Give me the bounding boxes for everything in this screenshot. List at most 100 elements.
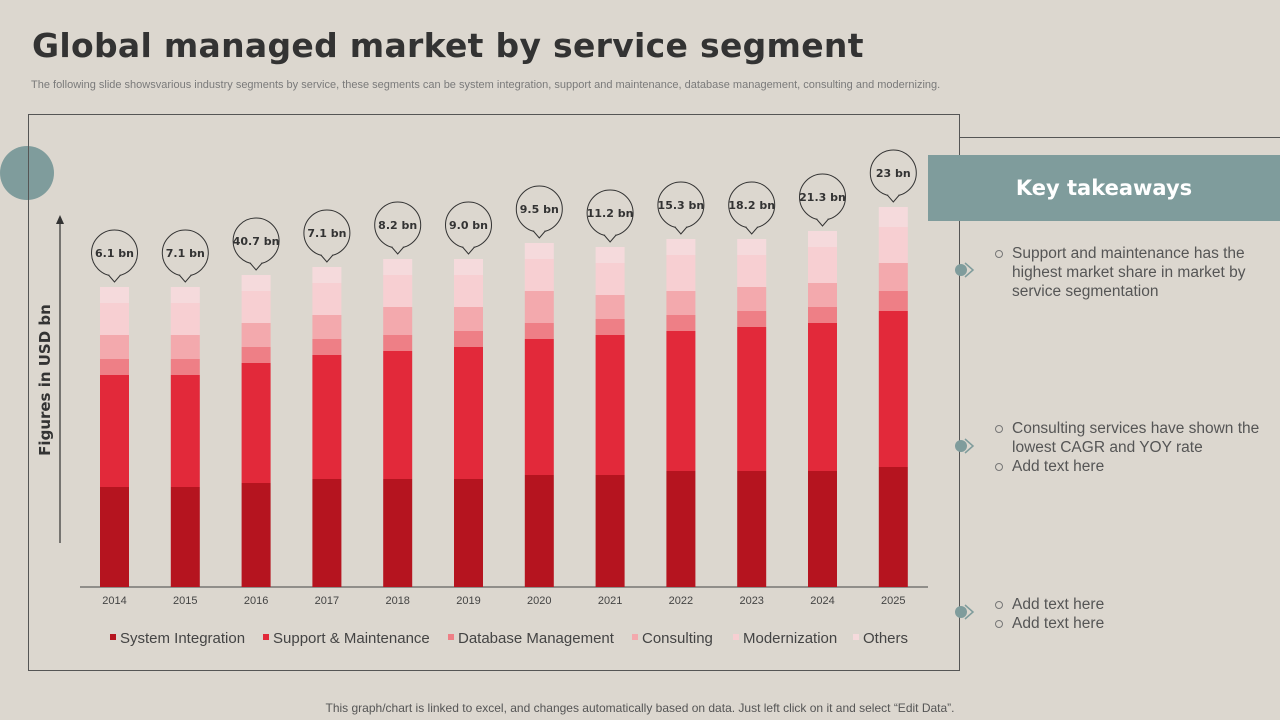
callout-label: 9.0 bn (449, 219, 488, 232)
bar-segment-modernization-2022 (666, 255, 696, 291)
bar-segment-system-integration-2018 (383, 479, 413, 587)
bar-segment-database-management-2018 (383, 335, 413, 351)
legend-label: Modernization (743, 630, 837, 647)
bar-segment-modernization-2018 (383, 275, 413, 307)
bar-segment-consulting-2017 (312, 315, 342, 339)
callout-label: 11.2 bn (587, 207, 634, 220)
bar-segment-support-maintenance-2014 (100, 375, 129, 487)
bar-segment-database-management-2025 (878, 291, 908, 311)
legend-swatch (632, 634, 638, 640)
bar-segment-system-integration-2017 (312, 479, 342, 587)
decorative-circle (0, 146, 54, 200)
takeaway-group-2: Consulting services have shown the lowes… (995, 419, 1265, 476)
legend-item: Consulting (632, 630, 713, 647)
callout-label: 23 bn (876, 167, 911, 180)
bar-segment-support-maintenance-2018 (383, 351, 413, 479)
bar-segment-support-maintenance-2022 (666, 331, 696, 471)
x-tick-label: 2017 (315, 595, 339, 607)
legend-label: Support & Maintenance (273, 630, 430, 647)
bar-segment-system-integration-2025 (878, 467, 908, 587)
callout-bubble-2022: 15.3 bn (657, 181, 705, 235)
bar-segment-modernization-2023 (737, 255, 767, 287)
bar-segment-others-2016 (241, 275, 271, 291)
bar-segment-others-2025 (878, 207, 908, 227)
callout-bubble-2021: 11.2 bn (586, 189, 634, 243)
bar-segment-consulting-2014 (100, 335, 129, 359)
bar-segment-system-integration-2023 (737, 471, 767, 587)
bar-segment-others-2014 (100, 287, 129, 303)
bar-segment-consulting-2016 (241, 323, 271, 347)
bar-segment-system-integration-2016 (241, 483, 271, 587)
x-tick-label: 2015 (173, 595, 197, 607)
bar-segment-consulting-2018 (383, 307, 413, 335)
callout-label: 18.2 bn (728, 199, 775, 212)
page-title: Global managed market by service segment (32, 26, 864, 65)
bar-segment-consulting-2024 (808, 283, 837, 307)
x-tick-label: 2023 (739, 595, 763, 607)
bar-segment-database-management-2014 (100, 359, 129, 375)
legend-label: Consulting (642, 630, 713, 647)
bar-segment-support-maintenance-2016 (241, 363, 271, 483)
bar-segment-others-2024 (808, 231, 837, 247)
legend-item: System Integration (110, 630, 245, 647)
bar-segment-consulting-2023 (737, 287, 767, 311)
bar-segment-others-2020 (524, 243, 554, 259)
takeaway-group-3: Add text here Add text here (995, 595, 1265, 633)
bar-segment-system-integration-2024 (808, 471, 837, 587)
bar-segment-support-maintenance-2020 (524, 339, 554, 475)
bar-segment-consulting-2020 (524, 291, 554, 323)
x-tick-label: 2025 (881, 595, 905, 607)
bar-segment-support-maintenance-2017 (312, 355, 342, 479)
x-tick-label: 2024 (810, 595, 834, 607)
callout-bubble-2019: 9.0 bn (445, 201, 492, 255)
callout-label: 7.1 bn (307, 227, 346, 240)
legend-swatch (110, 634, 116, 640)
x-tick-label: 2019 (456, 595, 480, 607)
bar-segment-modernization-2021 (595, 263, 625, 295)
x-tick-label: 2021 (598, 595, 622, 607)
callout-bubble-2020: 9.5 bn (515, 185, 563, 239)
bar-segment-system-integration-2021 (595, 475, 625, 587)
bar-segment-database-management-2019 (454, 331, 483, 347)
legend-item: Modernization (733, 630, 837, 647)
bar-segment-support-maintenance-2019 (454, 347, 483, 479)
callout-label: 6.1 bn (95, 247, 134, 260)
bar-segment-consulting-2021 (595, 295, 625, 319)
takeaway-item: Add text here (995, 595, 1265, 614)
x-tick-label: 2020 (527, 595, 551, 607)
callout-bubble-2023: 18.2 bn (728, 181, 776, 235)
bar-segment-database-management-2022 (666, 315, 696, 331)
bar-segment-database-management-2021 (595, 319, 625, 335)
legend-item: Support & Maintenance (263, 630, 430, 647)
takeaway-item: Support and maintenance has the highest … (995, 244, 1265, 301)
bar-segment-consulting-2025 (878, 263, 908, 291)
x-tick-label: 2016 (244, 595, 268, 607)
bar-segment-database-management-2024 (808, 307, 837, 323)
legend-item: Database Management (448, 630, 615, 647)
bar-segment-system-integration-2020 (524, 475, 554, 587)
connector-node-icon (955, 262, 975, 278)
bar-segment-others-2017 (312, 267, 342, 283)
takeaway-item: Add text here (995, 614, 1265, 633)
x-tick-label: 2014 (102, 595, 126, 607)
callout-label: 40.7 bn (233, 235, 280, 248)
bar-segment-consulting-2022 (666, 291, 696, 315)
takeaway-group-1: Support and maintenance has the highest … (995, 244, 1265, 301)
x-tick-label: 2018 (385, 595, 409, 607)
bar-segment-support-maintenance-2015 (170, 375, 200, 487)
bar-segment-support-maintenance-2023 (737, 327, 767, 471)
bar-segment-database-management-2015 (170, 359, 200, 375)
divider-line (960, 137, 1280, 138)
bar-segment-system-integration-2015 (170, 487, 200, 587)
stacked-bar-chart: Figures in USD bn 6.1 bn 7.1 bn 40.7 bn 7.1… (36, 149, 928, 647)
y-axis-arrow (56, 215, 64, 543)
bar-segment-others-2019 (454, 259, 483, 275)
callout-bubble-2016: 40.7 bn (232, 217, 280, 271)
callout-label: 7.1 bn (166, 247, 205, 260)
bar-segment-others-2021 (595, 247, 625, 263)
bar-segment-modernization-2024 (808, 247, 837, 283)
bar-segment-others-2015 (170, 287, 200, 303)
connector-node-icon (955, 604, 975, 620)
legend-item: Others (853, 630, 908, 647)
legend-swatch (448, 634, 454, 640)
